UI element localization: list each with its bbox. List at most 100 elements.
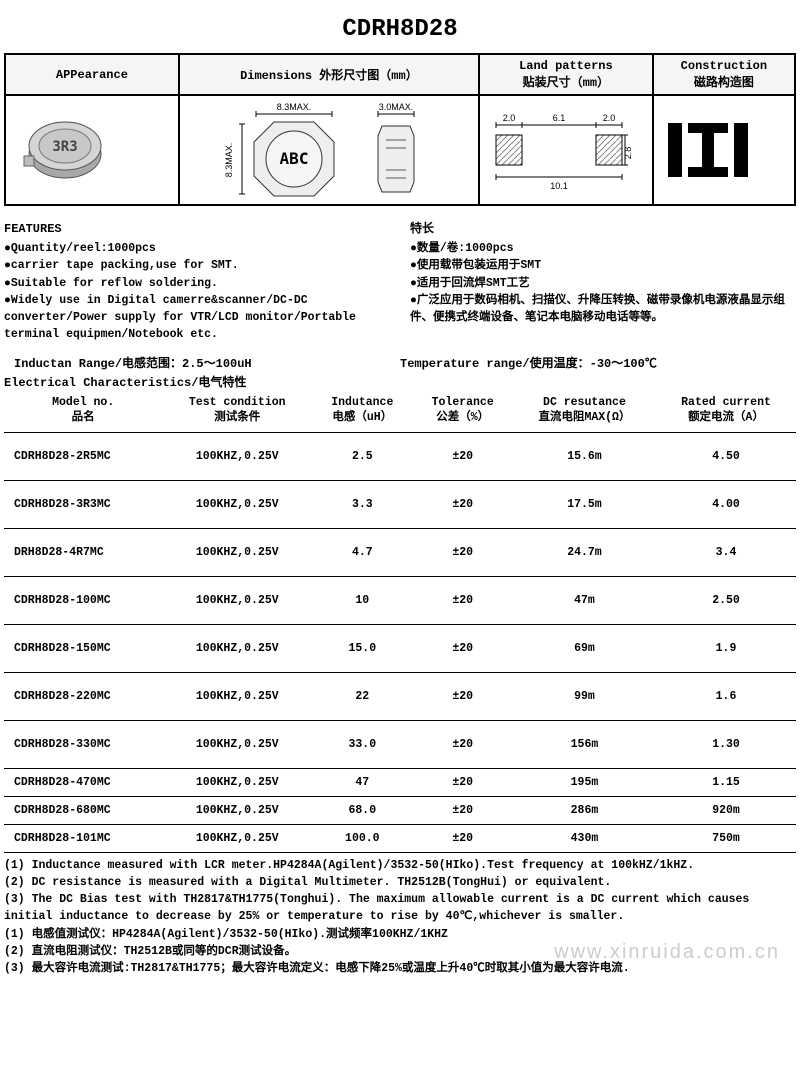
note-line: (1) Inductance measured with LCR meter.H… — [4, 857, 796, 874]
table-cell: ±20 — [413, 768, 513, 796]
table-cell: 47m — [513, 576, 656, 624]
table-cell: 99m — [513, 672, 656, 720]
feature-item: ●Suitable for reflow soldering. — [4, 275, 390, 292]
construction-icon — [658, 115, 758, 185]
table-cell: 47 — [312, 768, 412, 796]
table-cell: 15.0 — [312, 624, 412, 672]
table-cell: 17.5m — [513, 480, 656, 528]
table-cell: CDRH8D28-680MC — [4, 796, 162, 824]
svg-text:8.3MAX.: 8.3MAX. — [224, 143, 234, 178]
table-cell: 100KHZ,0.25V — [162, 432, 312, 480]
spec-header: Indutance电感（uH） — [312, 392, 412, 433]
page-title: CDRH8D28 — [4, 16, 796, 43]
construction-cell — [653, 95, 795, 205]
svg-text:3.0MAX.: 3.0MAX. — [379, 102, 414, 112]
table-cell: 286m — [513, 796, 656, 824]
table-cell: 100KHZ,0.25V — [162, 824, 312, 852]
table-cell: DRH8D28-4R7MC — [4, 528, 162, 576]
features-title-en: FEATURES — [4, 220, 390, 238]
table-cell: 430m — [513, 824, 656, 852]
table-cell: 24.7m — [513, 528, 656, 576]
table-cell: 100KHZ,0.25V — [162, 672, 312, 720]
table-cell: 100KHZ,0.25V — [162, 720, 312, 768]
feature-item: ●数量/卷:1000pcs — [410, 240, 796, 257]
table-row: CDRH8D28-101MC100KHZ,0.25V100.0±20430m75… — [4, 824, 796, 852]
svg-text:6.1: 6.1 — [553, 113, 566, 123]
table-cell: ±20 — [413, 528, 513, 576]
table-cell: 100KHZ,0.25V — [162, 528, 312, 576]
features-right: 特长 ●数量/卷:1000pcs●使用载带包装运用于SMT●适用于回流焊SMT工… — [410, 220, 796, 344]
hdr-appearance: APPearance — [5, 54, 179, 95]
table-cell: 920m — [656, 796, 796, 824]
feature-item: ●广泛应用于数码相机、扫描仪、升降压转换、磁带录像机电源液晶显示组件、便携式终端… — [410, 292, 796, 327]
feature-item: ●carrier tape packing,use for SMT. — [4, 257, 390, 274]
table-cell: CDRH8D28-100MC — [4, 576, 162, 624]
feature-item: ●适用于回流焊SMT工艺 — [410, 275, 796, 292]
table-cell: 100KHZ,0.25V — [162, 624, 312, 672]
table-cell: 1.30 — [656, 720, 796, 768]
table-cell: CDRH8D28-101MC — [4, 824, 162, 852]
notes: (1) Inductance measured with LCR meter.H… — [4, 857, 796, 978]
svg-text:3R3: 3R3 — [52, 139, 77, 155]
table-cell: 4.7 — [312, 528, 412, 576]
table-cell: CDRH8D28-470MC — [4, 768, 162, 796]
table-cell: CDRH8D28-3R3MC — [4, 480, 162, 528]
table-row: DRH8D28-4R7MC100KHZ,0.25V4.7±2024.7m3.4 — [4, 528, 796, 576]
table-row: CDRH8D28-150MC100KHZ,0.25V15.0±2069m1.9 — [4, 624, 796, 672]
note-line: (3) 最大容许电流测试:TH2817&TH1775；最大容许电流定义：电感下降… — [4, 960, 796, 977]
features-title-cn: 特长 — [410, 220, 796, 238]
note-line: (1) 电感值测试仪：HP4284A(Agilent)/3532-50(HIko… — [4, 926, 796, 943]
table-cell: 2.50 — [656, 576, 796, 624]
table-cell: 15.6m — [513, 432, 656, 480]
table-cell: ±20 — [413, 480, 513, 528]
dimensions-cell: 8.3MAX. 8.3MAX. ABC 3.0MAX. — [179, 95, 479, 205]
svg-text:2.0: 2.0 — [503, 113, 516, 123]
table-cell: CDRH8D28-330MC — [4, 720, 162, 768]
land-cell: 2.0 6.1 2.0 2.8 10.1 — [479, 95, 653, 205]
table-cell: 68.0 — [312, 796, 412, 824]
appearance-cell: 3R3 — [5, 95, 179, 205]
note-line: (2) DC resistance is measured with a Dig… — [4, 874, 796, 891]
range-row: Inductan Range/电感范围：2.5～100uH Temperatur… — [4, 354, 796, 371]
table-cell: 100.0 — [312, 824, 412, 852]
table-cell: 156m — [513, 720, 656, 768]
table-cell: 33.0 — [312, 720, 412, 768]
features-left: FEATURES ●Quantity/reel:1000pcs●carrier … — [4, 220, 390, 344]
table-cell: ±20 — [413, 824, 513, 852]
table-cell: 4.00 — [656, 480, 796, 528]
table-cell: 10 — [312, 576, 412, 624]
feature-item: ●Quantity/reel:1000pcs — [4, 240, 390, 257]
table-row: CDRH8D28-680MC100KHZ,0.25V68.0±20286m920… — [4, 796, 796, 824]
table-cell: 3.3 — [312, 480, 412, 528]
svg-text:2.0: 2.0 — [603, 113, 616, 123]
inductance-range: Inductan Range/电感范围：2.5～100uH — [4, 354, 400, 371]
table-row: CDRH8D28-3R3MC100KHZ,0.25V3.3±2017.5m4.0… — [4, 480, 796, 528]
note-line: (3) The DC Bias test with TH2817&TH1775(… — [4, 891, 796, 926]
table-cell: CDRH8D28-220MC — [4, 672, 162, 720]
spec-header: Test condition测试条件 — [162, 392, 312, 433]
table-cell: CDRH8D28-2R5MC — [4, 432, 162, 480]
table-row: CDRH8D28-2R5MC100KHZ,0.25V2.5±2015.6m4.5… — [4, 432, 796, 480]
elec-title: Electrical Characteristics/电气特性 — [4, 373, 796, 390]
table-cell: ±20 — [413, 796, 513, 824]
table-cell: 69m — [513, 624, 656, 672]
spec-header: Model no.品名 — [4, 392, 162, 433]
table-row: CDRH8D28-330MC100KHZ,0.25V33.0±20156m1.3… — [4, 720, 796, 768]
table-cell: 100KHZ,0.25V — [162, 480, 312, 528]
table-cell: ±20 — [413, 672, 513, 720]
table-cell: ±20 — [413, 576, 513, 624]
hdr-dimensions: Dimensions 外形尺寸图（mm） — [179, 54, 479, 95]
table-cell: 100KHZ,0.25V — [162, 796, 312, 824]
spec-header: Rated current额定电流（A） — [656, 392, 796, 433]
svg-text:ABC: ABC — [279, 149, 308, 168]
table-cell: 1.6 — [656, 672, 796, 720]
table-row: CDRH8D28-100MC100KHZ,0.25V10±2047m2.50 — [4, 576, 796, 624]
table-cell: CDRH8D28-150MC — [4, 624, 162, 672]
table-cell: 750m — [656, 824, 796, 852]
note-line: (2) 直流电阻测试仪：TH2512B或同等的DCR测试设备。 — [4, 943, 796, 960]
table-cell: 100KHZ,0.25V — [162, 576, 312, 624]
features-section: FEATURES ●Quantity/reel:1000pcs●carrier … — [4, 220, 796, 344]
feature-item: ●使用载带包装运用于SMT — [410, 257, 796, 274]
svg-text:10.1: 10.1 — [550, 181, 568, 191]
table-cell: 3.4 — [656, 528, 796, 576]
